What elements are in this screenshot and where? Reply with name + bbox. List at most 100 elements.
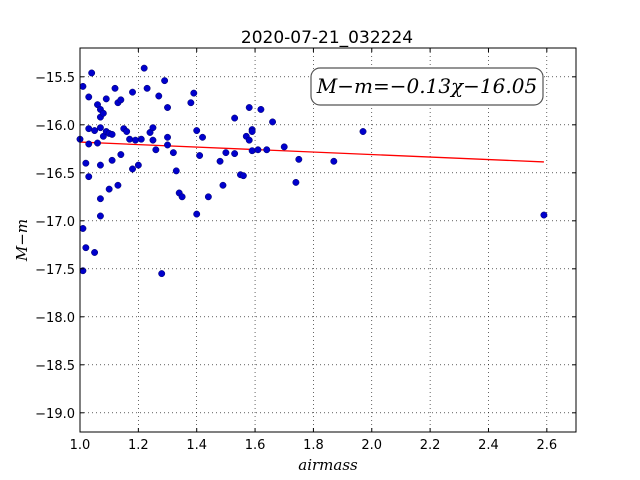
data-point [248,128,256,135]
data-point [129,165,136,173]
data-point [149,124,157,132]
data-point [105,185,113,193]
data-point [295,155,303,163]
data-point [91,127,99,135]
data-point [82,244,90,252]
data-point [152,146,160,154]
data-point [88,69,96,77]
data-point [216,157,224,165]
x-tick-label: 1.0 [70,438,91,453]
data-point [94,139,101,147]
y-tick-label: −16.0 [35,119,75,134]
data-point [269,118,277,126]
y-tick-label: −19.0 [35,407,75,422]
y-tick-label: −16.5 [35,167,75,182]
data-point [149,136,157,144]
data-point [190,89,198,97]
data-point [117,151,125,159]
data-point [164,133,171,141]
data-point [155,92,163,100]
data-point [239,172,247,180]
data-point [126,135,134,143]
x-tick-label: 2.0 [361,438,382,453]
annotation-box [310,67,544,106]
data-point [330,157,338,165]
data-point [231,150,239,158]
y-tick-label: −15.5 [35,71,75,86]
x-tick-label: 1.6 [245,438,266,453]
data-point [85,173,93,181]
x-tick-label: 2.6 [536,438,557,453]
data-point [248,147,256,155]
data-point [196,152,204,159]
data-point [91,249,99,256]
data-point [222,149,230,157]
data-point [85,93,93,101]
data-point [540,211,548,219]
data-point [114,181,122,189]
data-point [172,167,180,175]
plot-frame [79,47,577,433]
data-point [108,156,116,164]
y-axis-label: M−m [13,219,31,262]
data-point [143,84,151,92]
data-point [108,130,116,138]
x-tick-label: 1.8 [303,438,324,453]
data-point [134,161,142,169]
data-point [257,105,265,113]
data-point [359,128,367,135]
data-point [219,181,227,189]
data-point [193,127,201,135]
data-point [254,146,262,154]
x-tick-label: 1.4 [186,438,207,453]
data-point [131,136,139,144]
data-point [96,212,104,220]
data-point [85,140,93,148]
ticks [79,48,576,432]
grid [79,48,576,432]
data-point [193,210,201,218]
x-axis-label: airmass [298,456,358,474]
data-point [85,125,93,133]
y-tick-label: −18.0 [35,311,75,326]
data-point [137,135,145,143]
x-tick-labels: 1.0 1.2 1.4 1.6 1.8 2.0 2.2 2.4 2.6 [70,438,558,453]
data-point [102,95,110,103]
data-point [96,195,104,203]
data-point [263,146,271,154]
fit-annotation: M−m=−0.13χ−16.05 [310,67,544,106]
x-tick-label: 2.4 [478,438,499,453]
data-point [245,104,253,111]
data-point [96,124,104,132]
y-tick-label: −18.5 [35,359,75,374]
data-point [169,149,177,157]
data-point [178,193,186,201]
data-point [82,159,90,167]
data-point [204,193,212,201]
x-tick-label: 1.2 [128,438,149,453]
data-point [158,270,166,278]
fit-layer [79,141,544,163]
data-point [123,128,131,135]
annotation-text: M−m=−0.13χ−16.05 [316,74,537,98]
data-point [161,77,169,85]
data-point [96,161,104,169]
data-point [245,136,253,144]
data-point [99,109,107,117]
data-point [79,225,87,232]
data-point [164,141,171,149]
data-point [111,84,119,92]
points-layer [76,64,548,278]
data-point [280,143,288,151]
data-point [117,96,125,104]
data-point [79,82,87,90]
data-point [199,133,206,141]
data-point [140,64,148,72]
plot-background [80,48,576,432]
y-tick-label: −17.0 [35,215,75,230]
data-point [292,178,300,186]
data-point [164,104,171,111]
fit-line [79,141,544,163]
data-point [129,88,136,96]
